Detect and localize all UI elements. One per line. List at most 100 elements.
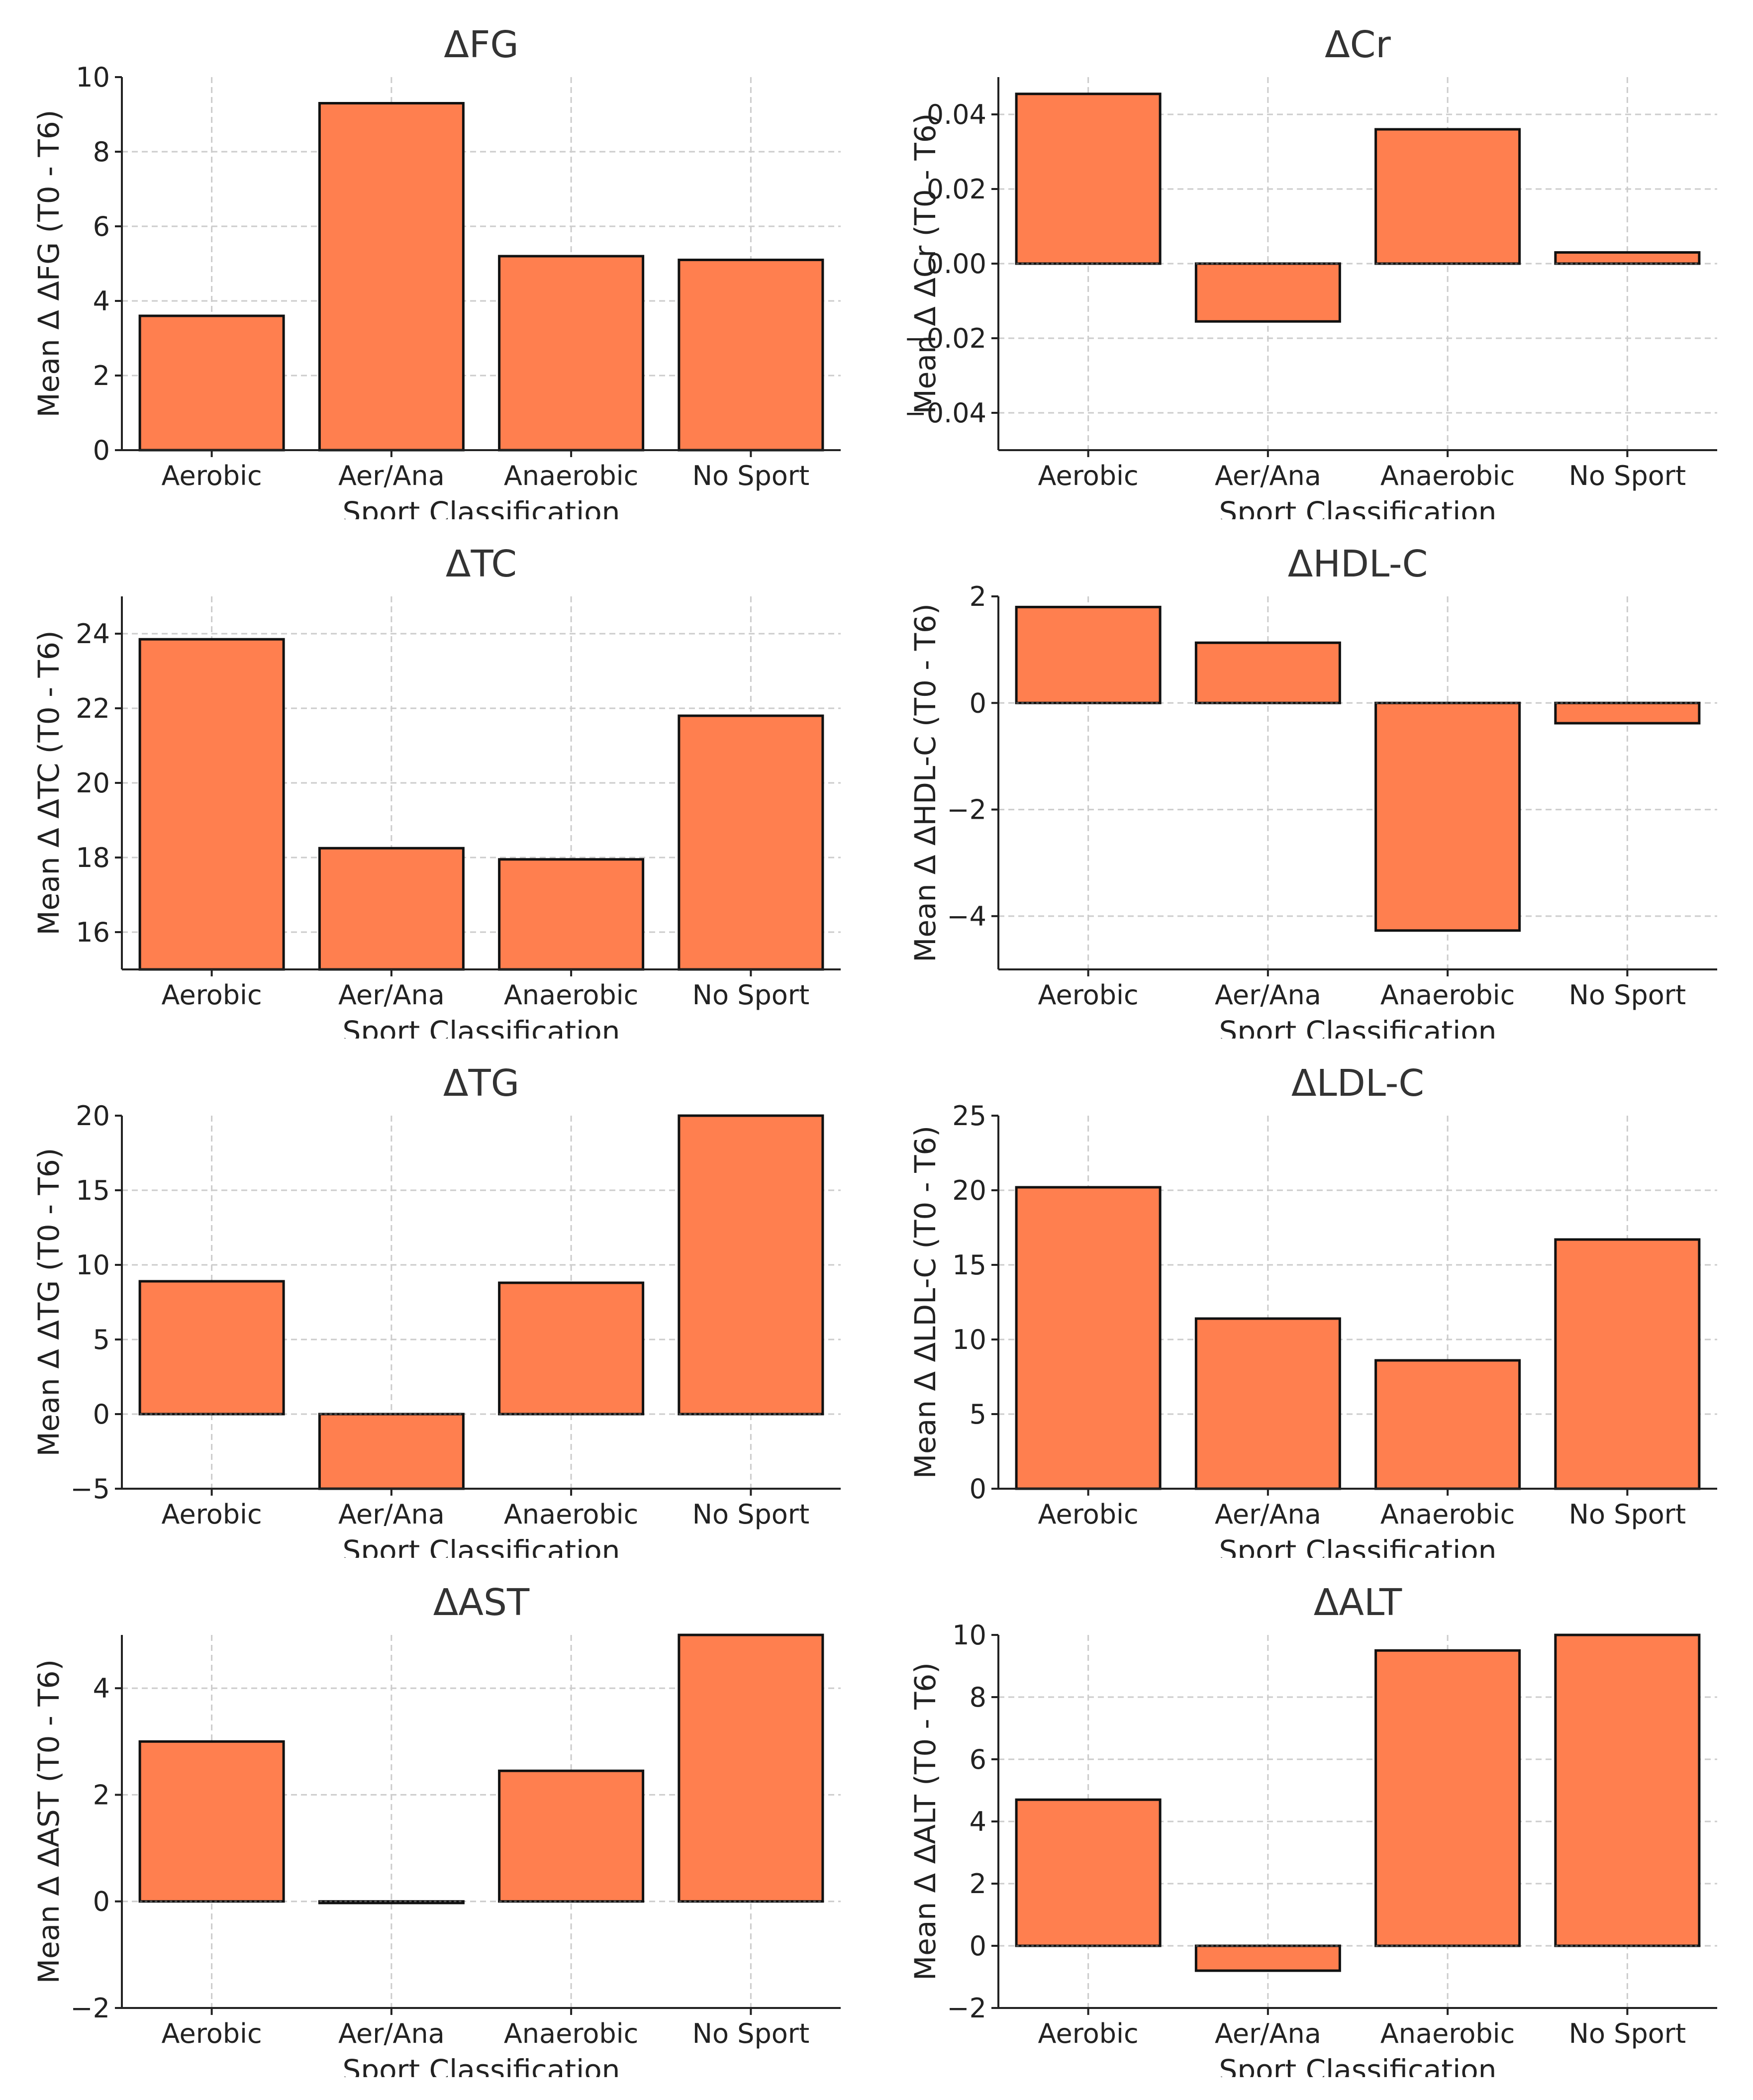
chart-svg: 0 2 4 6 8 10 Aerobic Aer/Ana Anaerobic No Sport ΔF… [32, 23, 841, 519]
y-tick-label: 0 [970, 1930, 986, 1962]
y-tick-label: 15 [952, 1249, 986, 1281]
bar-no-sport [1554, 701, 1701, 725]
x-axis-label: Sport Classification [343, 495, 620, 519]
y-tick-label: 8 [93, 136, 110, 168]
bar-aerobic [1015, 93, 1162, 265]
x-tick-label: Anaerobic [504, 1499, 639, 1530]
y-tick-label: 5 [93, 1324, 110, 1355]
y-tick-label: 6 [970, 1744, 986, 1775]
bar-anaerobic [1374, 128, 1521, 265]
x-tick-label: Aer/Ana [338, 979, 445, 1011]
y-axis-label: Mean Δ ΔCr (T0 - T6) [908, 113, 942, 414]
y-tick-label: 2 [93, 360, 110, 391]
chart-svg: −5 0 5 10 15 20 Aerobic Aer/Ana Anaerobic No Spor… [32, 1062, 841, 1558]
y-tick-label: −0.04 [904, 397, 986, 429]
x-tick-label: Aer/Ana [1215, 979, 1321, 1011]
y-tick-label: 4 [970, 1806, 986, 1837]
x-axis-label: Sport Classification [1219, 495, 1497, 519]
bar-no-sport [1554, 1238, 1701, 1490]
bar-aerobic [138, 1280, 285, 1416]
y-tick-label: 24 [76, 618, 110, 650]
x-tick-label: No Sport [1569, 1499, 1686, 1530]
chart-title: ΔALT [1314, 1581, 1402, 1624]
y-tick-label: 5 [970, 1399, 986, 1430]
x-tick-label: Anaerobic [504, 2018, 639, 2049]
bar-aer-ana [1194, 262, 1341, 323]
y-tick-label: 22 [76, 693, 110, 724]
chart-title: ΔFG [444, 23, 519, 66]
x-tick-label: Aer/Ana [338, 2018, 445, 2049]
x-axis-label: Sport Classification [343, 2053, 620, 2077]
bar-aerobic [1015, 1798, 1162, 1947]
chart-svg: −2 0 2 4 6 8 10 Aerobic Aer/Ana Anaerobic No Sport… [908, 1581, 1717, 2077]
bar-anaerobic [1374, 701, 1521, 932]
y-tick-label: −2 [947, 794, 986, 826]
x-tick-label: Aerobic [162, 460, 262, 491]
chart-title: ΔLDL-C [1291, 1062, 1424, 1105]
y-tick-label: 0 [93, 1399, 110, 1430]
y-axis-label: Mean Δ ΔALT (T0 - T6) [908, 1662, 942, 1981]
chart-svg: −0.04 −0.02 0.00 0.02 0.04 Aerobic Aer/Ana Anae… [904, 23, 1717, 519]
x-tick-label: Aerobic [162, 2018, 262, 2049]
y-tick-label: 25 [952, 1100, 986, 1132]
x-tick-label: Aer/Ana [1215, 2018, 1321, 2049]
chart-panel-cr: −0.04 −0.02 0.00 0.02 0.04 Aerobic Aer/Ana Anae… [876, 0, 1753, 519]
x-tick-label: Aerobic [1038, 979, 1139, 1011]
chart-svg: 16 18 20 22 24 Aerobic Aer/Ana Anaerobic No Spor… [32, 543, 841, 1039]
x-tick-label: Aer/Ana [1215, 460, 1321, 491]
bar-anaerobic [498, 858, 645, 971]
y-tick-label: 20 [76, 1100, 110, 1132]
y-tick-label: 4 [93, 1673, 110, 1704]
chart-panel-tg: −5 0 5 10 15 20 Aerobic Aer/Ana Anaerobic No Spor… [0, 1039, 876, 1558]
bar-aer-ana [1194, 1317, 1341, 1490]
chart-title: ΔHDL-C [1288, 543, 1428, 585]
y-tick-label: 0 [93, 435, 110, 466]
x-tick-label: Anaerobic [1380, 979, 1515, 1011]
y-axis-label: Mean Δ ΔLDL-C (T0 - T6) [908, 1126, 942, 1479]
x-tick-label: No Sport [692, 2018, 810, 2049]
x-tick-label: Aer/Ana [338, 1499, 445, 1530]
y-tick-label: 10 [76, 1249, 110, 1281]
x-tick-label: No Sport [692, 460, 810, 491]
y-tick-label: 2 [93, 1779, 110, 1811]
x-axis-label: Sport Classification [343, 1534, 620, 1558]
y-axis-label: Mean Δ ΔTG (T0 - T6) [32, 1148, 66, 1457]
chart-title: ΔTG [443, 1062, 519, 1105]
x-tick-label: No Sport [1569, 460, 1686, 491]
bar-anaerobic [498, 1769, 645, 1903]
y-tick-label: −5 [70, 1473, 110, 1505]
chart-panel-ast: −2 0 2 4 Aerobic Aer/Ana Anaerobic No Sport ΔAST… [0, 1558, 876, 2077]
y-tick-label: 0 [93, 1886, 110, 1917]
bar-anaerobic [498, 1281, 645, 1416]
y-tick-label: 10 [952, 1620, 986, 1651]
y-axis-label: Mean Δ ΔAST (T0 - T6) [32, 1659, 66, 1984]
x-axis-label: Sport Classification [1219, 1534, 1497, 1558]
bar-no-sport [1554, 1633, 1701, 1947]
bar-no-sport [678, 259, 824, 452]
bar-aer-ana [318, 847, 465, 971]
chart-panel-fg: 0 2 4 6 8 10 Aerobic Aer/Ana Anaerobic No Sport ΔF… [0, 0, 876, 519]
chart-title: ΔAST [433, 1581, 530, 1624]
y-tick-label: 20 [952, 1175, 986, 1206]
bar-aer-ana [318, 1413, 465, 1490]
x-axis-label: Sport Classification [343, 1015, 620, 1039]
bar-no-sport [678, 1114, 824, 1416]
x-tick-label: Aerobic [162, 1499, 262, 1530]
x-tick-label: Aerobic [162, 979, 262, 1011]
y-axis-label: Mean Δ ΔFG (T0 - T6) [32, 110, 66, 418]
chart-title: ΔCr [1325, 23, 1391, 66]
y-tick-label: −0.02 [904, 323, 986, 354]
chart-svg: −2 0 2 4 Aerobic Aer/Ana Anaerobic No Sport ΔAST… [32, 1581, 841, 2077]
y-tick-label: 18 [76, 842, 110, 873]
bar-aer-ana [318, 102, 465, 452]
y-tick-label: 10 [76, 62, 110, 93]
y-tick-label: −2 [70, 1993, 110, 2024]
bar-aerobic [138, 638, 285, 971]
bar-no-sport [678, 714, 824, 971]
chart-svg: 0 5 10 15 20 25 Aerobic Aer/Ana Anaerobic No Spor… [908, 1062, 1717, 1558]
chart-panel-ldl-c: 0 5 10 15 20 25 Aerobic Aer/Ana Anaerobic No Spor… [876, 1039, 1753, 1558]
x-tick-label: Anaerobic [504, 979, 639, 1011]
y-tick-label: 16 [76, 917, 110, 948]
bar-aer-ana [1194, 1944, 1341, 1972]
y-tick-label: −4 [947, 901, 986, 932]
